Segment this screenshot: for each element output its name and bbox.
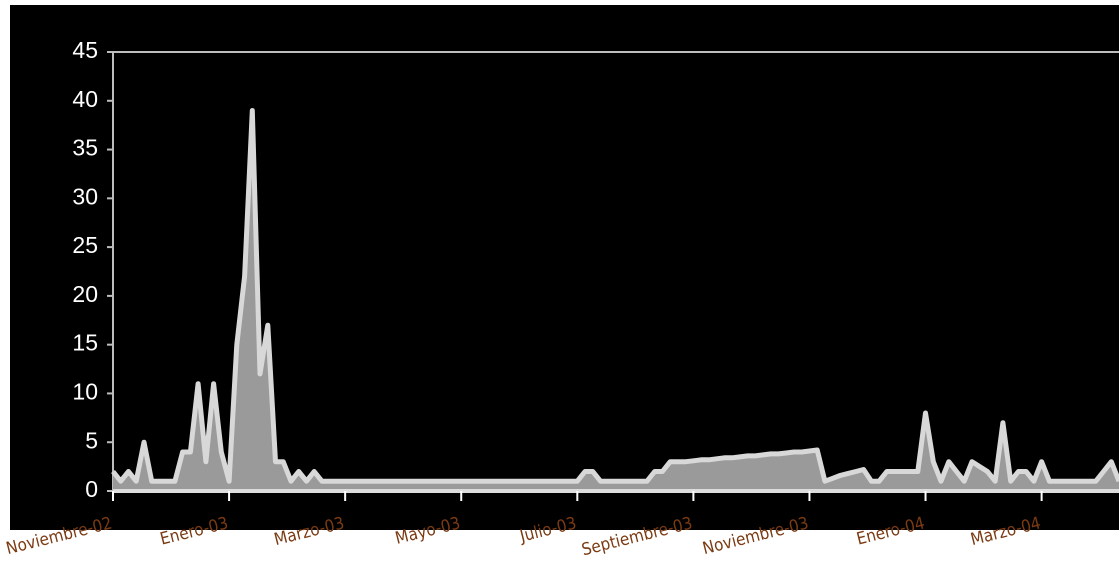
y-tick-label: 40: [72, 86, 98, 112]
y-tick-label: 45: [72, 37, 98, 63]
y-tick-label: 25: [72, 232, 98, 258]
chart-background: [10, 5, 1119, 530]
area-line: [111, 108, 1119, 484]
y-tick-label: 15: [72, 330, 98, 356]
y-tick-label: 30: [72, 183, 98, 209]
y-tick-label: 35: [72, 135, 98, 161]
y-tick-label: 20: [72, 281, 98, 307]
area-fill: [113, 110, 1119, 491]
y-tick-label: 0: [85, 476, 98, 502]
y-tick-label: 5: [85, 427, 98, 453]
y-tick-label: 10: [72, 379, 98, 405]
